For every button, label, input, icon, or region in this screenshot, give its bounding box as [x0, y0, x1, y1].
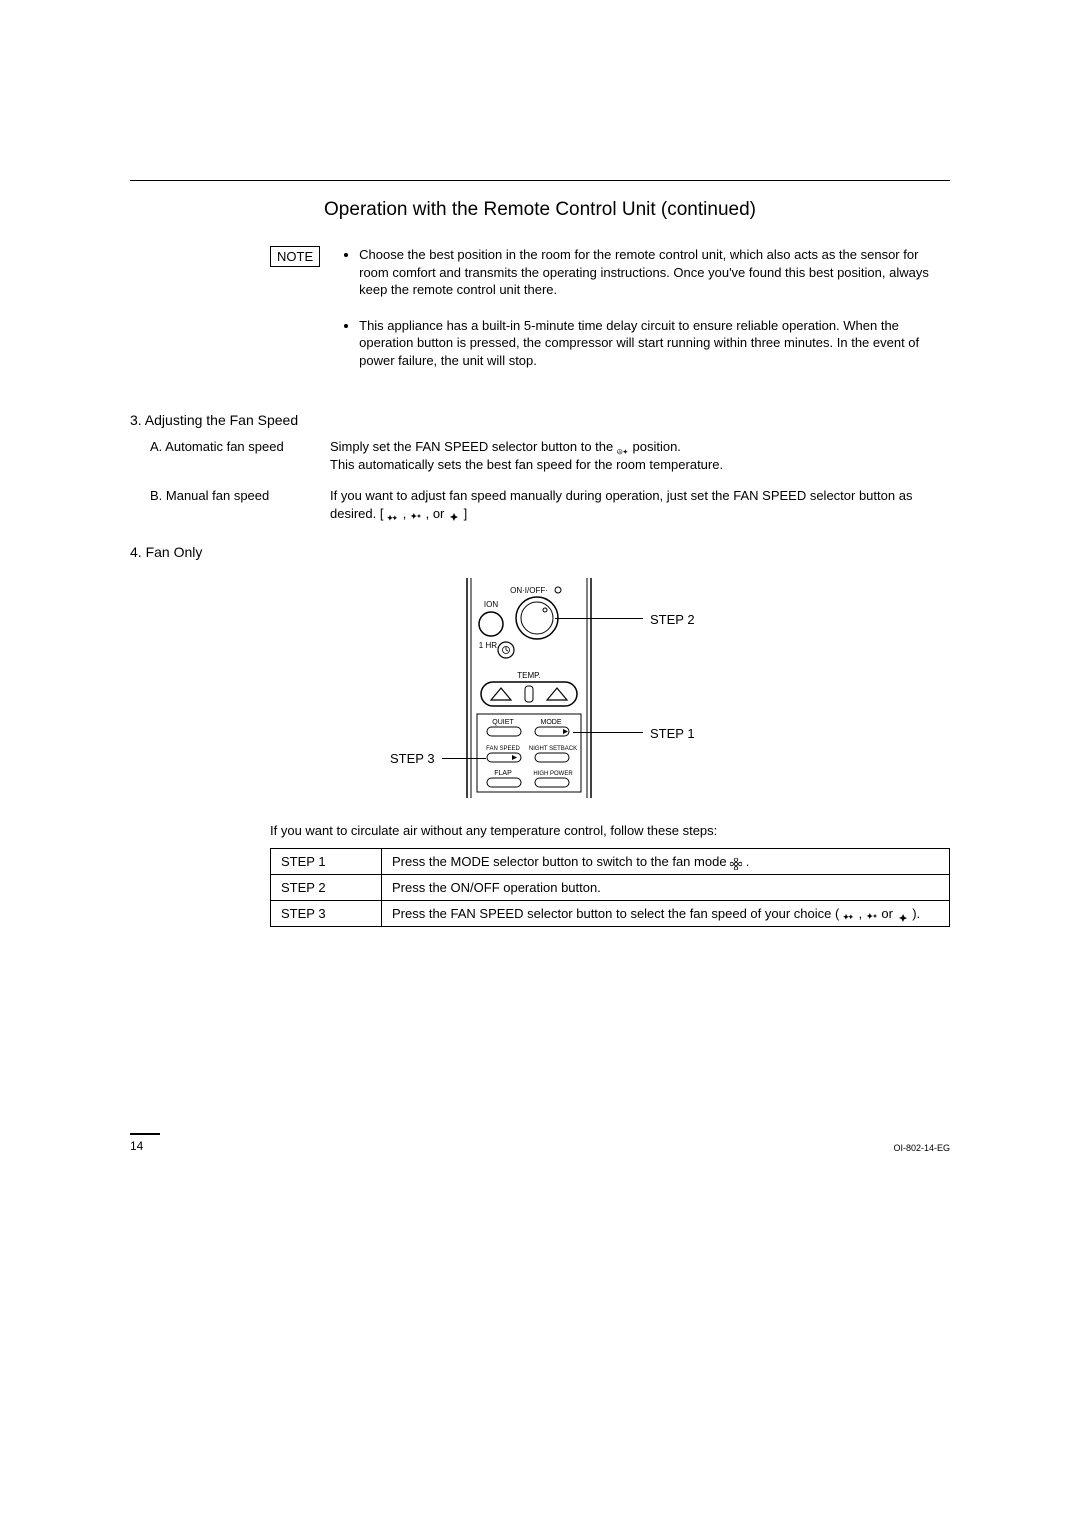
remote-figure: ON·I/OFF· ION 1 HR. TEMP.	[330, 578, 790, 798]
step3-cell-text: Press the FAN SPEED selector button to s…	[382, 901, 950, 927]
section-3b-label: B. Manual fan speed	[150, 487, 330, 522]
svg-text:NIGHT SETBACK: NIGHT SETBACK	[529, 746, 577, 752]
r1-pre: Press the MODE selector button to switch…	[392, 854, 730, 869]
s3b-post: ]	[464, 506, 468, 521]
steps-table: STEP 1 Press the MODE selector button to…	[270, 848, 950, 927]
step2-cell-text: Press the ON/OFF operation button.	[382, 875, 950, 901]
page-title: Operation with the Remote Control Unit (…	[130, 199, 950, 221]
r3-post: ).	[912, 906, 920, 921]
step1-cell-label: STEP 1	[271, 849, 382, 875]
svg-text:QUIET: QUIET	[492, 719, 514, 726]
svg-text:FLAP: FLAP	[494, 770, 512, 777]
svg-text:MODE: MODE	[541, 719, 562, 726]
table-row: STEP 3 Press the FAN SPEED selector butt…	[271, 901, 950, 927]
step3-callout: STEP 3	[390, 751, 435, 766]
s3a-line2: This automatically sets the best fan spe…	[330, 457, 723, 472]
r1-post: .	[746, 854, 750, 869]
svg-text:ON·I/OFF·: ON·I/OFF·	[510, 586, 548, 595]
step2-callout: STEP 2	[650, 612, 695, 627]
doc-code: OI-802-14-EG	[893, 1143, 950, 1153]
svg-text:ION: ION	[484, 600, 498, 609]
svg-text:FAN SPEED: FAN SPEED	[486, 746, 520, 752]
step3-cell-label: STEP 3	[271, 901, 382, 927]
step3-line	[442, 758, 486, 759]
section-3a-row: A. Automatic fan speed Simply set the FA…	[270, 438, 950, 473]
page-number: 14	[130, 1139, 160, 1153]
note-bullet-1: This appliance has a built-in 5-minute t…	[359, 317, 950, 370]
fan-mode-icon	[730, 858, 742, 868]
svg-text:TEMP.: TEMP.	[517, 671, 540, 680]
note-block: NOTE Choose the best position in the roo…	[270, 246, 950, 387]
note-label-box: NOTE	[270, 246, 320, 267]
fan1-icon	[448, 509, 460, 519]
circulate-text: If you want to circulate air without any…	[270, 823, 950, 838]
top-rule	[130, 180, 950, 181]
page-num-rule	[130, 1133, 160, 1135]
table-row: STEP 2 Press the ON/OFF operation button…	[271, 875, 950, 901]
section-3b-body: If you want to adjust fan speed manually…	[330, 487, 950, 522]
note-body: Choose the best position in the room for…	[345, 246, 950, 387]
auto-fan-icon: A	[617, 443, 629, 453]
footer: 14 OI-802-14-EG	[130, 1133, 950, 1153]
fan2-icon-b	[866, 910, 878, 920]
fan2-icon	[410, 509, 422, 519]
table-row: STEP 1 Press the MODE selector button to…	[271, 849, 950, 875]
fan1-icon-b	[897, 910, 909, 920]
fan3-icon-b	[843, 910, 855, 920]
sep3a: ,	[859, 906, 866, 921]
sep3-or: or	[881, 906, 896, 921]
step1-line	[573, 732, 643, 733]
note-bullet-0: Choose the best position in the room for…	[359, 246, 950, 299]
remote-diagram: ON·I/OFF· ION 1 HR. TEMP.	[465, 578, 593, 798]
fan3-icon	[387, 509, 399, 519]
s3a-line1-post: position.	[632, 439, 680, 454]
section-3a-body: Simply set the FAN SPEED selector button…	[330, 438, 950, 473]
svg-text:HIGH POWER: HIGH POWER	[533, 771, 573, 777]
svg-text:1 HR.: 1 HR.	[479, 641, 499, 650]
section-3-heading: 3. Adjusting the Fan Speed	[130, 412, 950, 428]
section-3b-row: B. Manual fan speed If you want to adjus…	[270, 487, 950, 522]
r3-pre: Press the FAN SPEED selector button to s…	[392, 906, 843, 921]
step1-callout: STEP 1	[650, 726, 695, 741]
section-3a-label: A. Automatic fan speed	[150, 438, 330, 473]
s3a-line1-pre: Simply set the FAN SPEED selector button…	[330, 439, 617, 454]
section-4-heading: 4. Fan Only	[130, 544, 950, 560]
step2-cell-label: STEP 2	[271, 875, 382, 901]
step1-cell-text: Press the MODE selector button to switch…	[382, 849, 950, 875]
sep-or: ,	[426, 506, 433, 521]
step2-line	[555, 618, 643, 619]
sep1: ,	[403, 506, 410, 521]
